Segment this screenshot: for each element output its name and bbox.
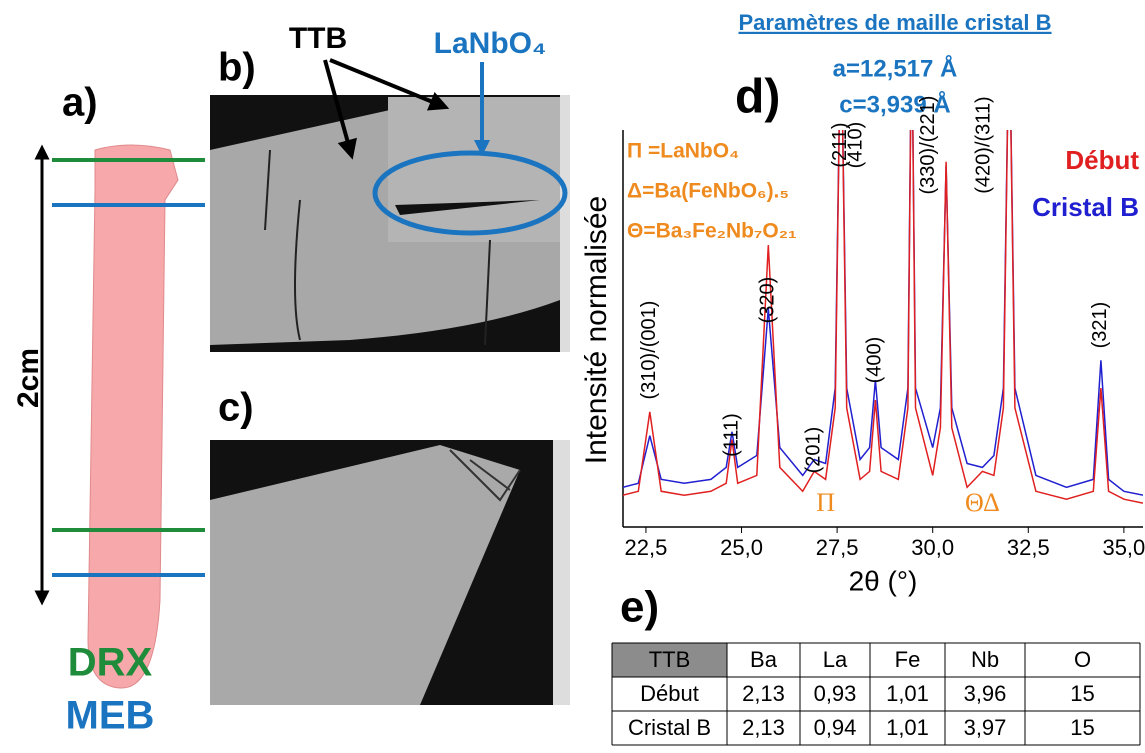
- highlight-ellipse: [372, 150, 568, 236]
- table-header: O: [1074, 647, 1091, 672]
- composition-table: TTB Ba La Fe Nb O Début 2,13 0,93 1,01 3,96 15 Crist…: [611, 642, 1141, 746]
- panel-label: b): [218, 46, 256, 90]
- header-cell-bg: [612, 643, 727, 677]
- meb-label: MEB: [66, 694, 155, 738]
- peak-label: (111): [720, 413, 742, 457]
- table-cell: Début: [640, 681, 699, 706]
- drx-label: DRX: [68, 641, 153, 685]
- lanbo4-label: LaNbO₄: [434, 27, 547, 60]
- table-cell: 1,01: [886, 715, 929, 740]
- table-cell: 1,01: [886, 681, 929, 706]
- x-tick-label: 30,0: [911, 535, 954, 560]
- peak-label: (330)/(221): [917, 96, 939, 195]
- table-header: Nb: [971, 647, 999, 672]
- x-tick-label: 22,5: [625, 535, 668, 560]
- peak-label: (420)/(311): [973, 96, 995, 193]
- phase-legend: Π =LaNbO₄: [627, 140, 739, 163]
- table-cell: 2,13: [742, 681, 785, 706]
- table-cell: 3,97: [964, 715, 1007, 740]
- peak-label: (211): [829, 122, 851, 167]
- table-cell: Cristal B: [628, 715, 711, 740]
- peak-label: (320): [757, 277, 779, 324]
- peak-label: (321): [1089, 302, 1111, 349]
- x-tick-label: 35,0: [1102, 535, 1145, 560]
- legend-entry: Début: [1065, 145, 1139, 175]
- arrow: [329, 58, 450, 111]
- phase-marker: ΘΔ: [965, 488, 1000, 517]
- x-tick-label: 25,0: [720, 535, 763, 560]
- arrow: [323, 59, 357, 160]
- sem-image-b: [210, 95, 570, 352]
- table-header: TTB: [649, 647, 691, 672]
- phase-legend: Θ=Ba₃Fe₂Nb₇O₂₁: [627, 220, 797, 243]
- xrd-chart: d) Paramètres de maille cristal B a=12,51…: [580, 10, 1145, 597]
- legend-entry: Cristal B: [1032, 192, 1139, 222]
- peak-label: (400): [864, 337, 886, 384]
- ttb-label: TTB: [289, 22, 347, 55]
- plot-area: [623, 130, 1143, 504]
- x-axis-label: 2θ (°): [849, 565, 918, 596]
- peak-label: (410): [845, 122, 867, 169]
- table-cell: 3,96: [964, 681, 1007, 706]
- phase-legend: Δ=Ba(FeNbO₆).₅: [627, 180, 789, 203]
- sem-image-c: [210, 440, 570, 705]
- chart-subtitle: a=12,517 Å: [833, 54, 958, 82]
- table-header: Fe: [895, 647, 921, 672]
- panel-label: a): [62, 81, 98, 125]
- y-axis-label: Intensité normalisée: [580, 196, 613, 464]
- chart-title: Paramètres de maille cristal B: [738, 10, 1051, 35]
- table-cell: 0,94: [814, 715, 857, 740]
- peak-label: (310)/(001): [638, 301, 660, 400]
- x-tick-label: 32,5: [1007, 535, 1050, 560]
- chart-subtitle: c=3,939 Å: [839, 90, 950, 118]
- table-cell: 15: [1070, 681, 1094, 706]
- scale-label: 2cm: [12, 348, 45, 408]
- table-cell: 15: [1070, 715, 1094, 740]
- panel-label: e): [620, 583, 659, 632]
- peak-label: (201): [802, 427, 824, 474]
- panel-label: d): [735, 71, 780, 124]
- table-header: Ba: [750, 647, 778, 672]
- table-cell: 0,93: [814, 681, 857, 706]
- table-cell: 2,13: [742, 715, 785, 740]
- table-header: La: [823, 647, 848, 672]
- crystal-rod: [87, 144, 179, 689]
- series-line: [623, 130, 1143, 504]
- panel-label: c): [218, 386, 254, 430]
- phase-marker: Π: [816, 488, 835, 517]
- series-line: [623, 130, 1143, 496]
- x-tick-label: 27,5: [816, 535, 859, 560]
